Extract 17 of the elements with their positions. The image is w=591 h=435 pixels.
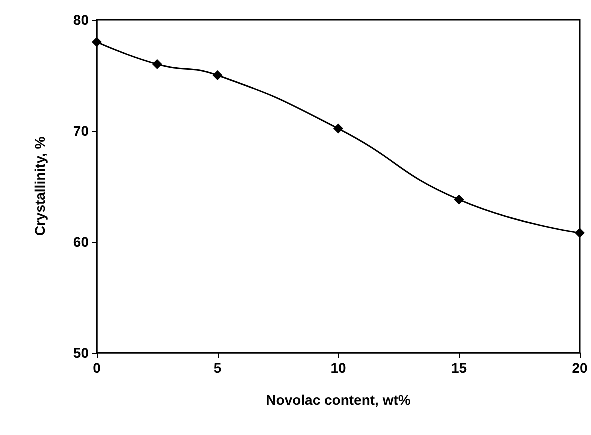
x-tick-label: 5 bbox=[214, 360, 222, 376]
y-tick-label: 50 bbox=[73, 345, 90, 361]
x-tick-label: 20 bbox=[572, 360, 588, 376]
point bbox=[92, 37, 102, 48]
point bbox=[575, 228, 585, 238]
x-tick-label: 0 bbox=[93, 360, 102, 376]
x-axis-title: Novolac content, wt% bbox=[266, 392, 412, 408]
y-tick-label: 80 bbox=[73, 12, 90, 28]
y-tick-label: 70 bbox=[73, 123, 90, 139]
point bbox=[334, 124, 344, 134]
point bbox=[212, 70, 223, 80]
point bbox=[454, 194, 464, 205]
x-tick-label: 10 bbox=[330, 360, 346, 376]
y-axis-title: Crystallinity, % bbox=[32, 136, 48, 236]
point bbox=[152, 59, 162, 70]
y-tick-label: 60 bbox=[73, 234, 90, 250]
x-tick-label: 15 bbox=[451, 360, 468, 376]
